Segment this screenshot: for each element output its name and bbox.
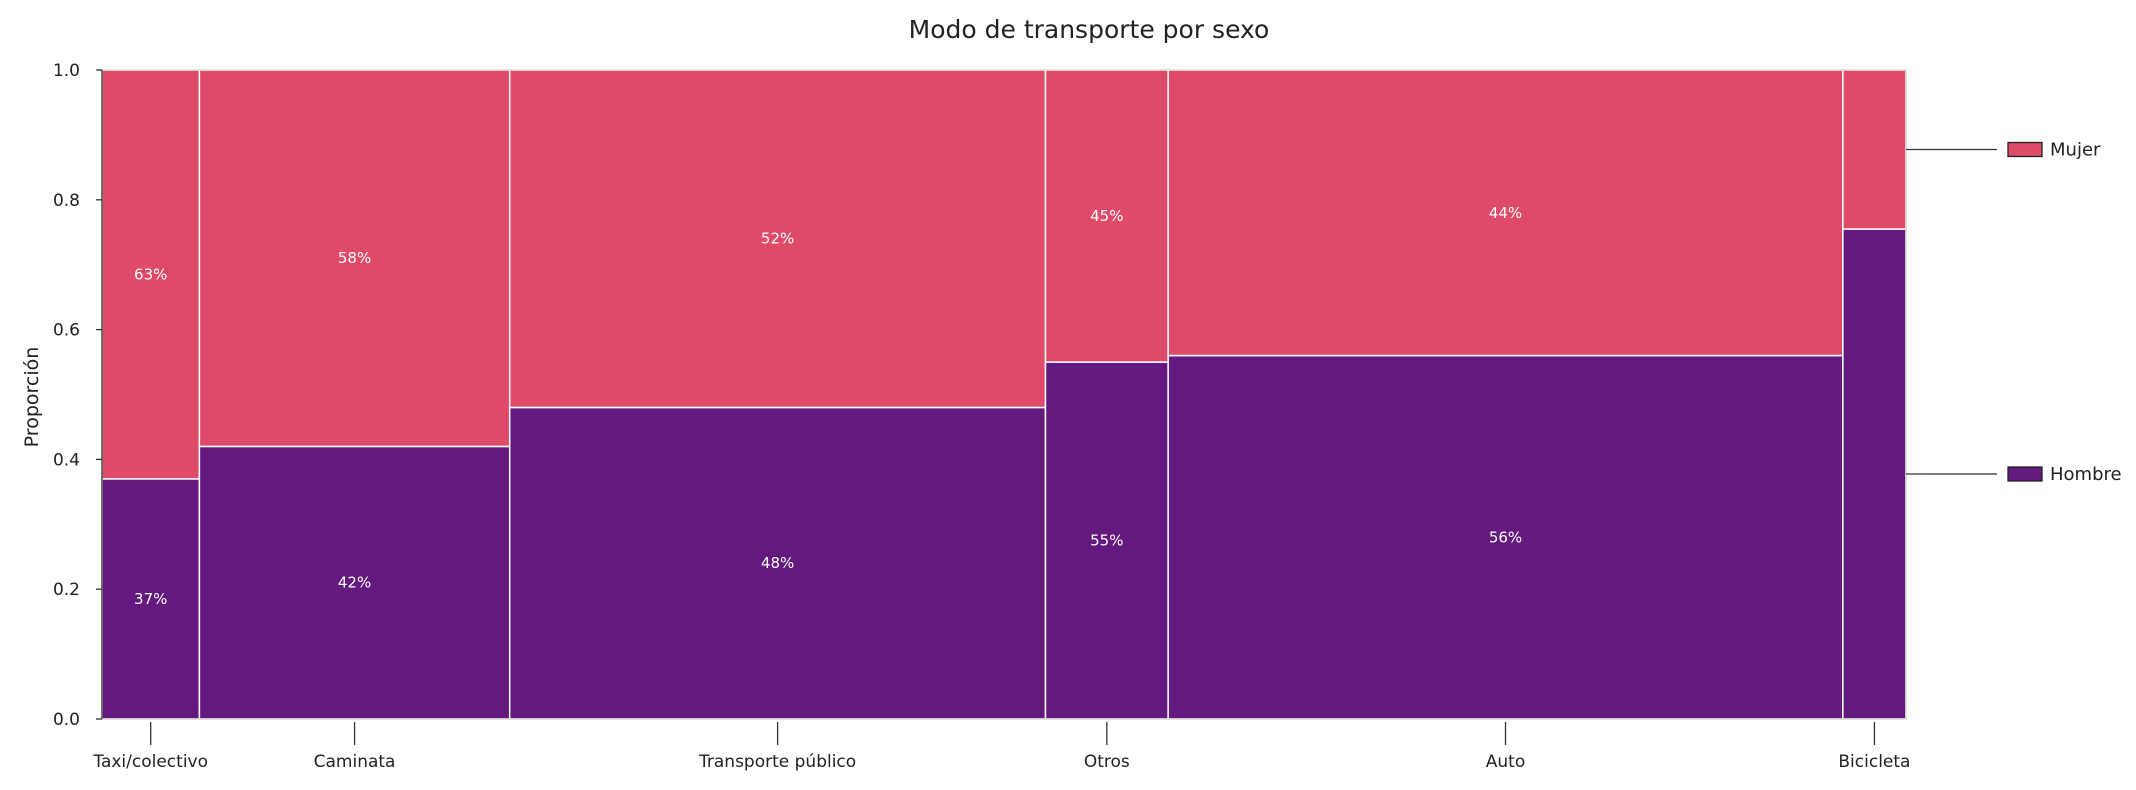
chart-title: Modo de transporte por sexo: [909, 15, 1270, 44]
data-label-mujer: 63%: [134, 265, 167, 283]
mosaic-tile-mujer: [1167, 69, 1844, 357]
x-tick-label: Caminata: [314, 752, 396, 772]
y-tick-label: 0.2: [53, 580, 80, 600]
data-label-mujer: 52%: [761, 230, 794, 248]
plot-area: 37% 63% 42% 58% 48% 52% 55% 45% 56% 44%: [101, 69, 1907, 720]
y-axis-label: Proporción: [21, 347, 43, 448]
data-label-mujer: 58%: [338, 249, 371, 267]
x-tick-label: Taxi/colectivo: [92, 752, 208, 772]
mosaic-tile-hombre: [101, 478, 201, 720]
data-label-hombre: 48%: [761, 554, 794, 572]
x-tick-label: Bicicleta: [1838, 752, 1910, 772]
mosaic-tile-mujer: [198, 69, 511, 448]
x-tick-label: Auto: [1486, 752, 1525, 772]
data-label-hombre: 42%: [338, 574, 371, 592]
y-tick-label: 0.8: [53, 191, 80, 211]
mosaic-tile-hombre: [1842, 228, 1907, 720]
legend-swatch-mujer: [2007, 141, 2043, 158]
x-tick-label: Transporte público: [698, 752, 856, 772]
mosaic-tile-mujer: [508, 69, 1047, 409]
y-tick-label: 0.4: [53, 450, 80, 470]
legend: Mujer Hombre: [1906, 140, 2122, 485]
mosaic-tile-mujer: [101, 69, 201, 480]
x-axis: Taxi/colectivo Caminata Transporte público…: [92, 722, 1910, 772]
data-label-mujer: 44%: [1489, 204, 1522, 222]
data-label-mujer: 45%: [1090, 207, 1123, 225]
data-label-hombre: 56%: [1489, 528, 1522, 546]
x-tick-label: Otros: [1084, 752, 1130, 772]
y-tick-label: 1.0: [53, 61, 80, 81]
y-tick-label: 0.0: [53, 710, 80, 730]
y-axis: 0.0 0.2 0.4 0.6 0.8 1.0: [53, 61, 103, 730]
legend-label-mujer: Mujer: [2050, 140, 2101, 161]
legend-label-hombre: Hombre: [2050, 464, 2122, 485]
mosaic-tile-hombre: [508, 406, 1047, 720]
y-tick-label: 0.6: [53, 321, 80, 341]
legend-swatch-hombre: [2007, 466, 2043, 482]
mosaic-tile-mujer: [1044, 69, 1169, 363]
data-label-hombre: 37%: [134, 590, 167, 608]
data-label-hombre: 55%: [1090, 532, 1123, 550]
mosaic-tile-mujer: [1842, 69, 1907, 230]
